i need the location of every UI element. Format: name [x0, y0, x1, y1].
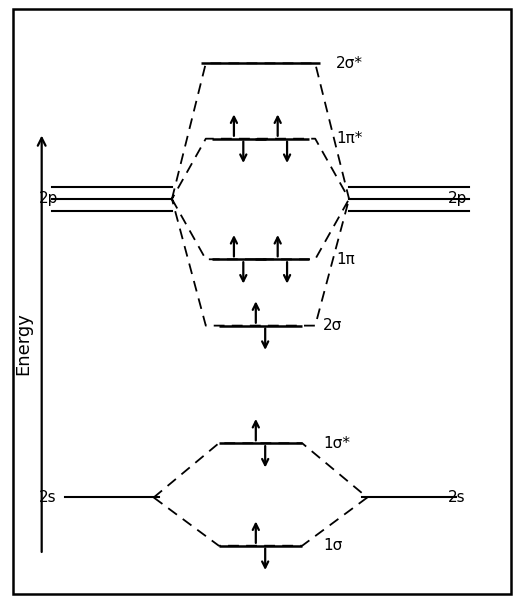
- Text: 1σ*: 1σ*: [323, 436, 350, 450]
- Text: 2p: 2p: [448, 192, 467, 206]
- Text: 1π: 1π: [336, 252, 355, 267]
- Text: 1π*: 1π*: [336, 131, 363, 146]
- Text: 2s: 2s: [39, 490, 57, 505]
- Text: 2s: 2s: [448, 490, 466, 505]
- Text: 1σ: 1σ: [323, 538, 342, 553]
- Text: 2σ: 2σ: [323, 318, 342, 333]
- Text: Energy: Energy: [15, 312, 32, 375]
- Text: 2p: 2p: [39, 192, 58, 206]
- Text: 2σ*: 2σ*: [336, 56, 363, 71]
